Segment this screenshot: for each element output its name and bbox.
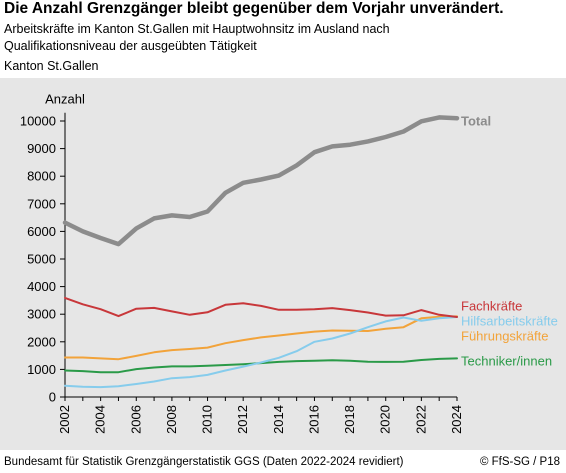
x-tick-label: 2004 — [93, 405, 108, 434]
chart-subtitle-line1: Arbeitskräfte im Kanton St.Gallen mit Ha… — [4, 22, 390, 36]
x-tick-label: 2006 — [128, 405, 143, 434]
series-line-4 — [64, 357, 458, 374]
source-note: Bundesamt für Statistik Grenzgängerstati… — [4, 456, 404, 468]
x-tick-label: 2016 — [306, 405, 321, 434]
y-tick-label: 7000 — [27, 196, 56, 211]
chart-series-labels: Total FachkräfteHilfsarbeitskräfteFührung… — [461, 114, 558, 369]
y-tick-label: 8000 — [27, 169, 56, 184]
x-tick-label: 2018 — [342, 405, 357, 434]
series-line-0 — [62, 115, 460, 247]
series-label-3: Führungskräfte — [461, 329, 548, 344]
series-label-4: Techniker/innen — [461, 354, 552, 369]
chart-lines — [62, 115, 460, 389]
x-tick-label: 2010 — [200, 405, 215, 434]
y-tick-label: 10000 — [20, 114, 56, 129]
y-tick-label: 9000 — [27, 141, 56, 156]
series-label-0: Total — [461, 114, 491, 129]
series-line-2 — [64, 316, 458, 389]
chart-axes: Anzahl 0 1000 2000 3000 4000 5000 6000 7000 8000 9… — [20, 92, 464, 434]
series-line-1 — [64, 296, 458, 318]
y-axis-title: Anzahl — [45, 92, 85, 107]
chart-region: Kanton St.Gallen — [4, 59, 99, 73]
x-tick-label: 2022 — [413, 405, 428, 434]
x-tick-label: 2008 — [164, 405, 179, 434]
chart-title: Die Anzahl Grenzgänger bleibt gegenüber … — [4, 0, 504, 17]
x-tick-label: 2020 — [378, 405, 393, 434]
y-tick-label: 2000 — [27, 334, 56, 349]
series-label-1: Fachkräfte — [461, 299, 522, 314]
chart-subtitle-line2: Qualifikationsniveau der ausgeübten Täti… — [4, 39, 257, 53]
y-tick-label: 1000 — [27, 362, 56, 377]
y-tick-label: 3000 — [27, 307, 56, 322]
x-tick-label: 2024 — [449, 405, 464, 434]
y-tick-label: 6000 — [27, 224, 56, 239]
y-tick-label: 0 — [49, 390, 56, 405]
y-tick-label: 5000 — [27, 252, 56, 267]
x-tick-label: 2014 — [271, 405, 286, 434]
x-tick-label: 2012 — [235, 405, 250, 434]
y-tick-label: 4000 — [27, 279, 56, 294]
series-label-2: Hilfsarbeitskräfte — [461, 314, 558, 329]
copyright-note: © FfS-SG / P18 — [479, 456, 560, 468]
plot-background — [0, 78, 566, 450]
series-line-3 — [64, 315, 458, 361]
x-tick-label: 2002 — [57, 405, 72, 434]
